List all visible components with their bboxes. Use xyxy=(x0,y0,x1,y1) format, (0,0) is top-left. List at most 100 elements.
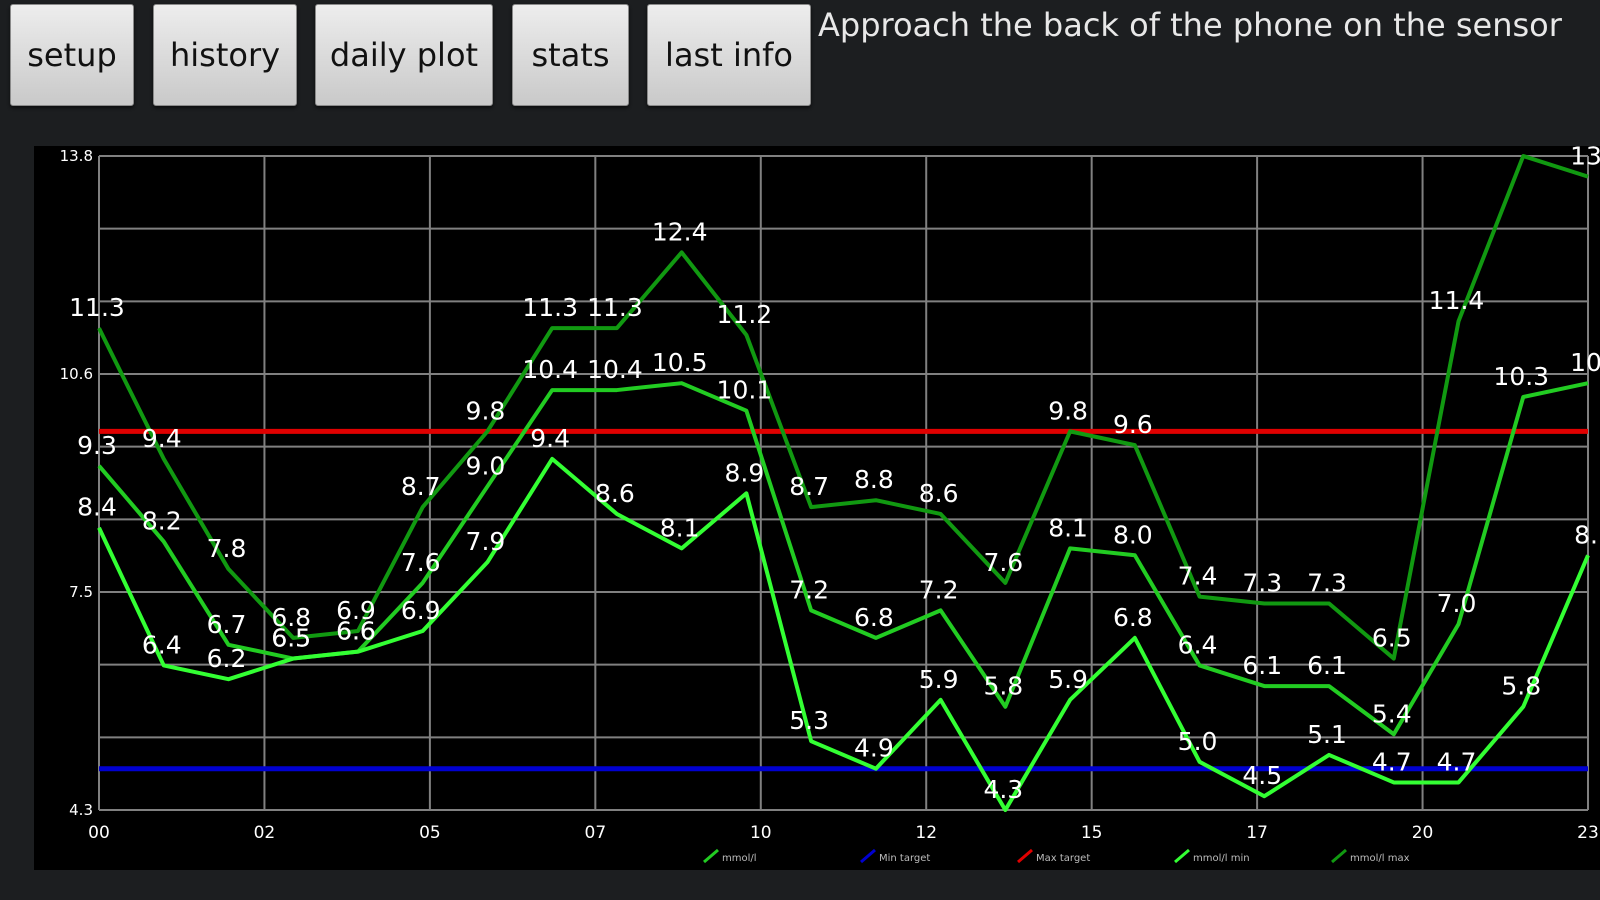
x-tick-label: 00 xyxy=(88,823,110,843)
data-label: 5.1 xyxy=(1307,720,1347,749)
data-label: 8.2 xyxy=(142,507,182,536)
data-label: 11.3 xyxy=(522,293,578,322)
setup-button[interactable]: setup xyxy=(10,4,134,106)
data-label: 6.9 xyxy=(336,596,376,625)
legend-swatch xyxy=(1017,848,1033,864)
data-label: 9.8 xyxy=(1048,396,1088,425)
data-label: 4.3 xyxy=(983,775,1023,804)
data-label: 12.4 xyxy=(652,217,708,246)
x-tick-label: 15 xyxy=(1081,823,1103,843)
legend-label: Min target xyxy=(879,853,930,864)
data-label: 10.3 xyxy=(1493,362,1549,391)
data-label: 9.8 xyxy=(466,396,506,425)
stats-button[interactable]: stats xyxy=(512,4,629,106)
data-label: 8.4 xyxy=(77,493,117,522)
data-label: 7.6 xyxy=(401,548,441,577)
daily-plot-chart: 4.3 7.5 10.6 13.8 00 02 05 07 10 12 15 17 20 23 9.3 8.2… xyxy=(34,146,1600,870)
x-tick-label: 23 xyxy=(1577,823,1599,843)
data-label: 7.2 xyxy=(789,575,829,604)
data-label: 6.1 xyxy=(1307,651,1347,680)
data-label: 10.4 xyxy=(587,355,643,384)
data-label: 5.0 xyxy=(1178,727,1218,756)
data-label: 8.8 xyxy=(854,465,894,494)
data-label: 5.9 xyxy=(1048,665,1088,694)
data-label: 8.9 xyxy=(725,458,765,487)
data-label: 6.5 xyxy=(1372,624,1412,653)
data-label: 10.1 xyxy=(717,376,773,405)
y-tick-label: 13.8 xyxy=(60,147,93,165)
y-tick-label: 7.5 xyxy=(69,583,93,601)
x-tick-label: 12 xyxy=(915,823,937,843)
data-label: 11.3 xyxy=(69,293,125,322)
data-label: 7.8 xyxy=(207,534,247,563)
legend-swatch xyxy=(1174,848,1190,864)
data-label: 5.8 xyxy=(1501,672,1541,701)
data-label: 8.0 xyxy=(1113,520,1153,549)
y-tick-label: 4.3 xyxy=(69,801,93,819)
x-tick-label: 02 xyxy=(254,823,276,843)
data-label: 6.2 xyxy=(207,644,247,673)
data-label: 9.4 xyxy=(530,424,570,453)
data-label: 6.6 xyxy=(336,617,376,646)
y-tick-label: 10.6 xyxy=(60,365,93,383)
data-label: 6.8 xyxy=(854,603,894,632)
daily-plot-button[interactable]: daily plot xyxy=(315,4,493,106)
data-label: 13.8 xyxy=(1493,146,1549,150)
data-label: 9.6 xyxy=(1113,410,1153,439)
data-label: 10.4 xyxy=(522,355,578,384)
data-label: 7.3 xyxy=(1307,568,1347,597)
data-label: 4.7 xyxy=(1437,747,1477,776)
x-tick-label: 05 xyxy=(419,823,441,843)
data-label: 7.2 xyxy=(919,575,959,604)
data-label: 7.6 xyxy=(983,548,1023,577)
legend-swatch xyxy=(1331,848,1347,864)
data-label: 4.7 xyxy=(1372,747,1412,776)
data-label: 7.0 xyxy=(1437,589,1477,618)
data-label: 5.3 xyxy=(789,706,829,735)
data-label: 8.1 xyxy=(660,513,700,542)
chart-svg: 4.3 7.5 10.6 13.8 00 02 05 07 10 12 15 17 20 23 9.3 8.2… xyxy=(60,146,1600,864)
data-label: 10 xyxy=(1570,348,1600,377)
data-label: 4.5 xyxy=(1242,761,1282,790)
data-label: 10.5 xyxy=(652,348,708,377)
data-label: 6.7 xyxy=(207,610,247,639)
series-line-mmol-l-min xyxy=(97,456,1590,812)
data-label: 6.8 xyxy=(1113,603,1153,632)
legend-label: mmol/l min xyxy=(1193,853,1250,864)
data-label: 6.8 xyxy=(271,603,311,632)
data-label: 13 xyxy=(1570,146,1600,171)
data-label: 8.7 xyxy=(401,472,441,501)
data-label: 7.9 xyxy=(466,527,506,556)
data-label: 8.6 xyxy=(919,479,959,508)
data-label: 7.4 xyxy=(1178,562,1218,591)
x-tick-label: 07 xyxy=(585,823,607,843)
legend-label: Max target xyxy=(1036,853,1090,864)
x-tick-label: 17 xyxy=(1246,823,1268,843)
data-label: 6.4 xyxy=(1178,630,1218,659)
data-label: 9.0 xyxy=(466,451,506,480)
data-label: 5.9 xyxy=(919,665,959,694)
data-label: 5.8 xyxy=(983,672,1023,701)
data-label: 5.4 xyxy=(1372,699,1412,728)
legend-swatch xyxy=(703,848,719,864)
data-label: 11.3 xyxy=(587,293,643,322)
history-button[interactable]: history xyxy=(153,4,297,106)
last-info-button[interactable]: last info xyxy=(647,4,811,106)
data-label: 8.6 xyxy=(595,479,635,508)
data-label: 4.9 xyxy=(854,734,894,763)
legend-label: mmol/l max xyxy=(1350,853,1410,864)
data-label: 9.4 xyxy=(142,424,182,453)
legend-label: mmol/l xyxy=(722,853,757,864)
series-line-mmol-l xyxy=(97,381,1589,737)
data-label: 8.7 xyxy=(789,472,829,501)
data-label: 8. xyxy=(1574,520,1598,549)
series-line-mmol-l-max xyxy=(97,154,1589,661)
data-label: 11.2 xyxy=(717,300,773,329)
data-label: 8.1 xyxy=(1048,513,1088,542)
data-label: 6.4 xyxy=(142,630,182,659)
x-tick-label: 10 xyxy=(750,823,772,843)
data-label: 9.3 xyxy=(77,431,117,460)
data-label: 6.5 xyxy=(271,624,311,653)
status-message: Approach the back of the phone on the se… xyxy=(818,6,1562,44)
data-label: 6.1 xyxy=(1242,651,1282,680)
